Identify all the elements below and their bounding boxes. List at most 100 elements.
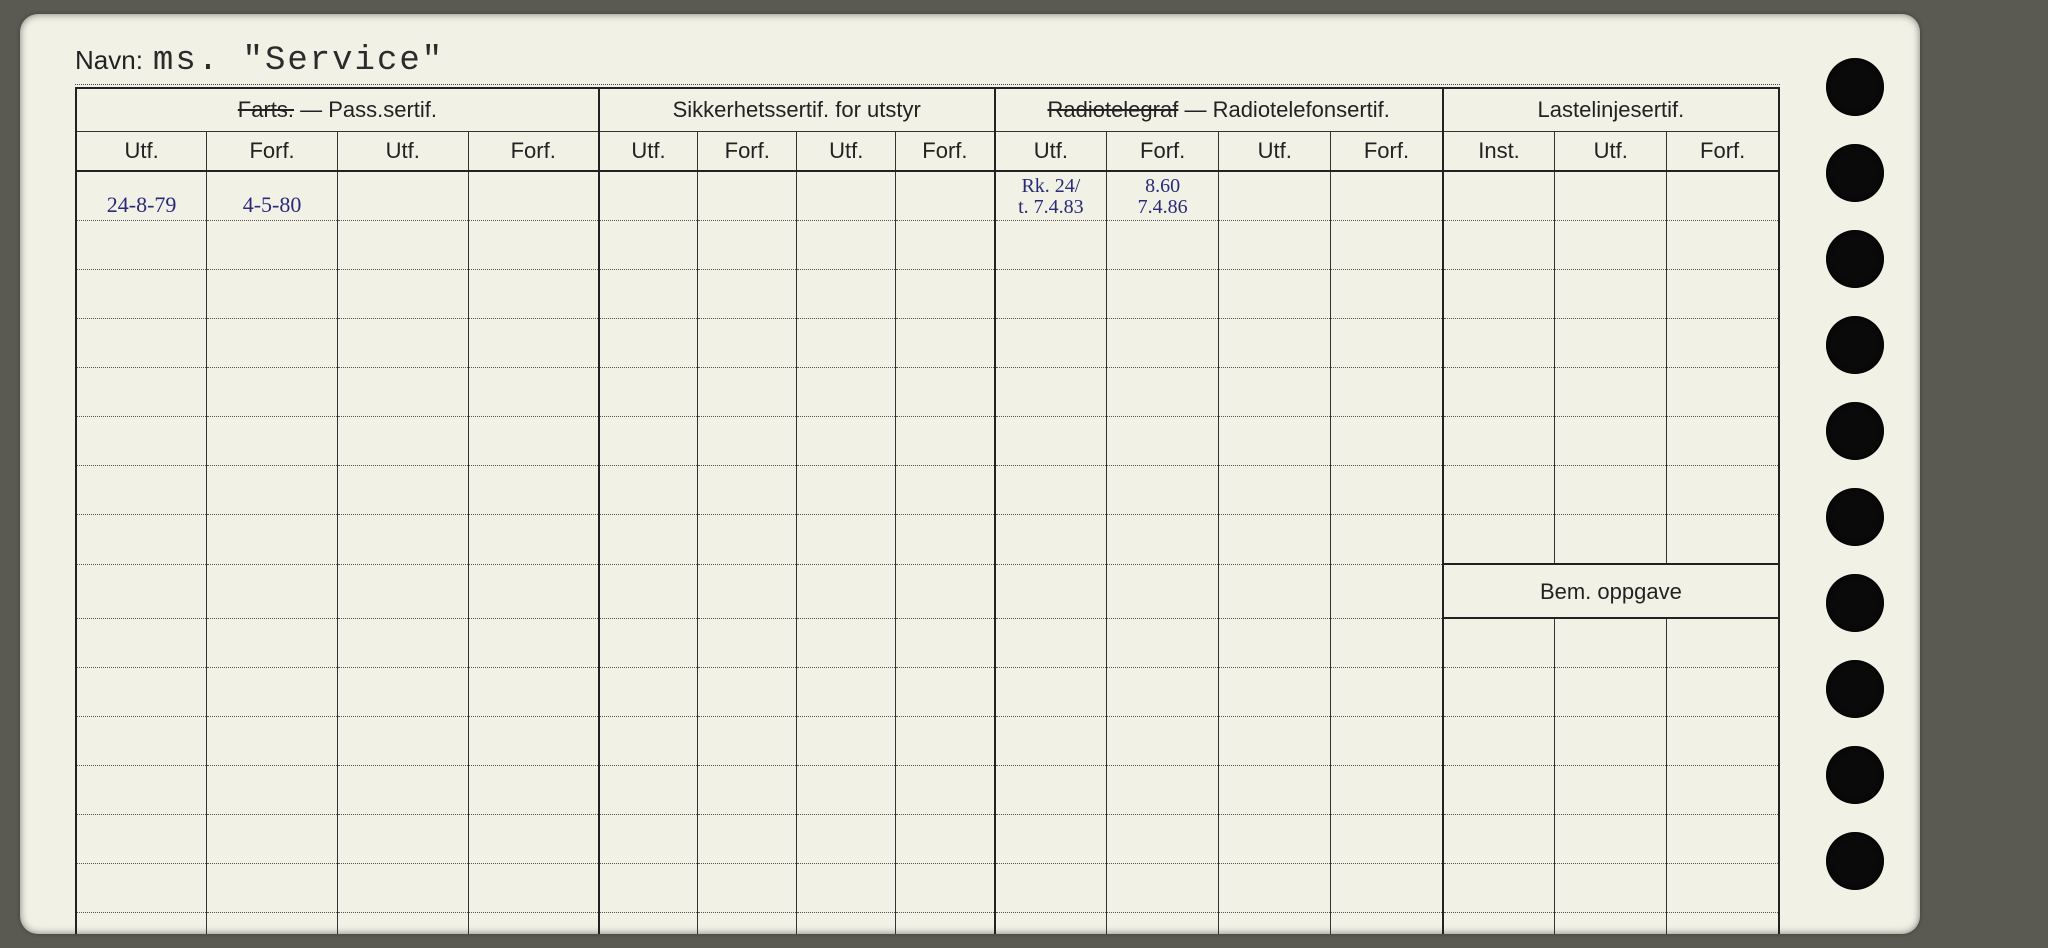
table-row: [76, 319, 1779, 368]
col-header: Utf.: [1555, 132, 1667, 172]
cell: [207, 564, 338, 618]
cell: [698, 618, 797, 668]
cell: [1331, 171, 1443, 221]
cell: [1443, 319, 1555, 368]
cell: [896, 564, 995, 618]
cell: [76, 766, 207, 815]
cell: [797, 668, 896, 717]
cell: [995, 864, 1107, 913]
cell: [698, 815, 797, 864]
cell: [468, 319, 599, 368]
cell: [1667, 515, 1779, 565]
cell: [1107, 717, 1219, 766]
table-row: [76, 221, 1779, 270]
cell: [1667, 766, 1779, 815]
cell: [1555, 717, 1667, 766]
cell: [1219, 171, 1331, 221]
cell: [76, 668, 207, 717]
punch-hole: [1826, 58, 1884, 116]
cell: [1219, 717, 1331, 766]
cell: [1667, 171, 1779, 221]
punch-hole: [1826, 832, 1884, 890]
cell: [896, 515, 995, 565]
cell: [1667, 864, 1779, 913]
cell: [468, 417, 599, 466]
table-row: [76, 515, 1779, 565]
table-row: [76, 368, 1779, 417]
col-header: Forf.: [207, 132, 338, 172]
cell: [1555, 171, 1667, 221]
cell: [797, 270, 896, 319]
table-row: Bem. oppgave: [76, 564, 1779, 618]
cell: [468, 913, 599, 935]
cell: [1555, 815, 1667, 864]
cell: [207, 319, 338, 368]
cell: [1331, 815, 1443, 864]
cell: [896, 466, 995, 515]
certificate-table: Farts. — Pass.sertif. Sikkerhetssertif. …: [75, 87, 1780, 934]
cell: [896, 618, 995, 668]
cell: [1107, 668, 1219, 717]
cell: [337, 564, 468, 618]
cell: [896, 913, 995, 935]
cell: [599, 270, 698, 319]
cell: [207, 766, 338, 815]
cell: [698, 319, 797, 368]
cell: 8.607.4.86: [1107, 171, 1219, 221]
table-row: [76, 815, 1779, 864]
punch-hole: [1826, 316, 1884, 374]
cell: [995, 913, 1107, 935]
table-row: 24-8-794-5-80Rk. 24/t. 7.4.838.607.4.86: [76, 171, 1779, 221]
cell: [1107, 368, 1219, 417]
cell: [337, 618, 468, 668]
cell: [896, 417, 995, 466]
col-header: Utf.: [1219, 132, 1331, 172]
cell: [1555, 466, 1667, 515]
cell: [76, 319, 207, 368]
cell: [1667, 270, 1779, 319]
table-row: [76, 417, 1779, 466]
cell: [797, 368, 896, 417]
cell: [896, 815, 995, 864]
cell: [797, 221, 896, 270]
cell: [337, 515, 468, 565]
cell: [1331, 618, 1443, 668]
cell: [599, 864, 698, 913]
cell: [896, 368, 995, 417]
cell: [1443, 815, 1555, 864]
cell: [896, 668, 995, 717]
cell: [207, 913, 338, 935]
navn-value: ms. "Service": [153, 42, 444, 80]
cell: [207, 815, 338, 864]
cell: [468, 466, 599, 515]
cell: [698, 368, 797, 417]
cell: [896, 270, 995, 319]
cell: [1219, 618, 1331, 668]
cell: [698, 466, 797, 515]
cell: [1331, 319, 1443, 368]
cell: [1331, 270, 1443, 319]
punch-holes: [1800, 14, 1910, 934]
cell: [1331, 417, 1443, 466]
card-content: Navn: ms. "Service" Farts. — Pass.sertif…: [75, 42, 1780, 914]
cell: [698, 417, 797, 466]
cell: [1443, 270, 1555, 319]
section-sikker: Sikkerhetssertif. for utstyr: [599, 88, 995, 132]
cell: [337, 466, 468, 515]
cell: [1443, 417, 1555, 466]
cell: [1219, 766, 1331, 815]
cell: [1555, 270, 1667, 319]
cell: [337, 717, 468, 766]
cell: [207, 717, 338, 766]
cell: [599, 319, 698, 368]
cell: [207, 515, 338, 565]
table-row: [76, 913, 1779, 935]
cell: [599, 815, 698, 864]
cell: [1219, 466, 1331, 515]
cell: [1555, 417, 1667, 466]
cell: [599, 171, 698, 221]
navn-label: Navn:: [75, 45, 143, 76]
col-header: Inst.: [1443, 132, 1555, 172]
cell: [468, 766, 599, 815]
table-row: [76, 618, 1779, 668]
